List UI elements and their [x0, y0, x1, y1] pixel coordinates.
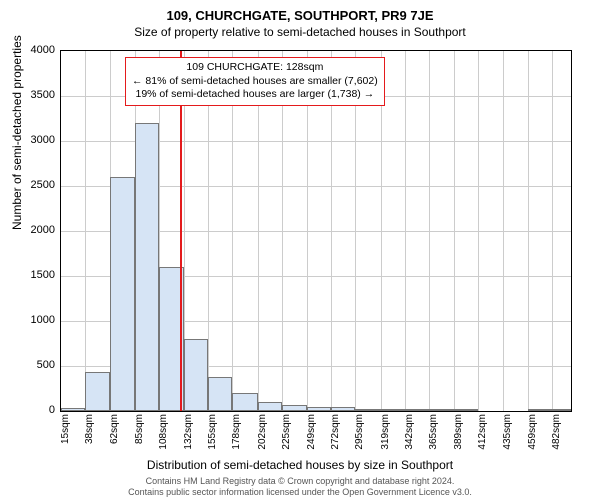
y-axis-label: Number of semi-detached properties — [10, 35, 24, 230]
ytick-label: 0 — [15, 404, 55, 416]
x-axis-label: Distribution of semi-detached houses by … — [0, 458, 600, 472]
ytick-label: 4000 — [15, 44, 55, 56]
histogram-bar — [552, 409, 571, 411]
xtick-label: 62sqm — [109, 414, 120, 454]
grid-v — [503, 51, 504, 411]
histogram-bar — [184, 339, 208, 411]
footer-line1: Contains HM Land Registry data © Crown c… — [0, 476, 600, 487]
grid-v — [478, 51, 479, 411]
xtick-label: 155sqm — [207, 414, 218, 454]
histogram-bar — [232, 393, 257, 411]
histogram-bar — [208, 377, 232, 411]
annotation-line1: 109 CHURCHGATE: 128sqm — [132, 61, 378, 75]
xtick-label: 295sqm — [354, 414, 365, 454]
histogram-bar — [331, 407, 355, 411]
ytick-label: 3000 — [15, 134, 55, 146]
histogram-bar — [454, 409, 478, 411]
histogram-bar — [61, 408, 85, 411]
xtick-label: 202sqm — [257, 414, 268, 454]
footer: Contains HM Land Registry data © Crown c… — [0, 476, 600, 498]
ytick-label: 500 — [15, 359, 55, 371]
histogram-bar — [429, 409, 454, 411]
histogram-bar — [85, 372, 110, 411]
annotation-box: 109 CHURCHGATE: 128sqm ← 81% of semi-det… — [125, 57, 385, 106]
xtick-label: 365sqm — [428, 414, 439, 454]
xtick-label: 272sqm — [330, 414, 341, 454]
grid-v — [85, 51, 86, 411]
xtick-label: 38sqm — [84, 414, 95, 454]
xtick-label: 459sqm — [527, 414, 538, 454]
footer-line2: Contains public sector information licen… — [0, 487, 600, 498]
grid-v — [552, 51, 553, 411]
xtick-label: 108sqm — [158, 414, 169, 454]
histogram-bar — [405, 409, 429, 411]
histogram-bar — [381, 409, 405, 411]
ytick-label: 2500 — [15, 179, 55, 191]
chart-container: 109, CHURCHGATE, SOUTHPORT, PR9 7JE Size… — [0, 0, 600, 500]
ytick-label: 1000 — [15, 314, 55, 326]
xtick-label: 15sqm — [60, 414, 71, 454]
ytick-label: 2000 — [15, 224, 55, 236]
histogram-bar — [528, 409, 552, 411]
xtick-label: 389sqm — [453, 414, 464, 454]
histogram-bar — [355, 409, 380, 411]
grid-v — [454, 51, 455, 411]
xtick-label: 85sqm — [134, 414, 145, 454]
annotation-line2: ← 81% of semi-detached houses are smalle… — [132, 75, 378, 89]
histogram-bar — [135, 123, 159, 411]
ytick-label: 1500 — [15, 269, 55, 281]
xtick-label: 319sqm — [380, 414, 391, 454]
grid-v — [429, 51, 430, 411]
histogram-bar — [282, 405, 307, 411]
xtick-label: 178sqm — [231, 414, 242, 454]
xtick-label: 482sqm — [551, 414, 562, 454]
xtick-label: 412sqm — [477, 414, 488, 454]
xtick-label: 435sqm — [502, 414, 513, 454]
xtick-label: 249sqm — [306, 414, 317, 454]
annotation-line3: 19% of semi-detached houses are larger (… — [132, 88, 378, 102]
chart-title: 109, CHURCHGATE, SOUTHPORT, PR9 7JE — [0, 0, 600, 23]
grid-v — [528, 51, 529, 411]
ytick-label: 3500 — [15, 89, 55, 101]
xtick-label: 225sqm — [281, 414, 292, 454]
plot-area: 109 CHURCHGATE: 128sqm ← 81% of semi-det… — [60, 50, 572, 412]
histogram-bar — [307, 407, 331, 412]
grid-v — [405, 51, 406, 411]
xtick-label: 342sqm — [404, 414, 415, 454]
chart-subtitle: Size of property relative to semi-detach… — [0, 23, 600, 39]
xtick-label: 132sqm — [183, 414, 194, 454]
histogram-bar — [258, 402, 282, 411]
histogram-bar — [110, 177, 134, 411]
